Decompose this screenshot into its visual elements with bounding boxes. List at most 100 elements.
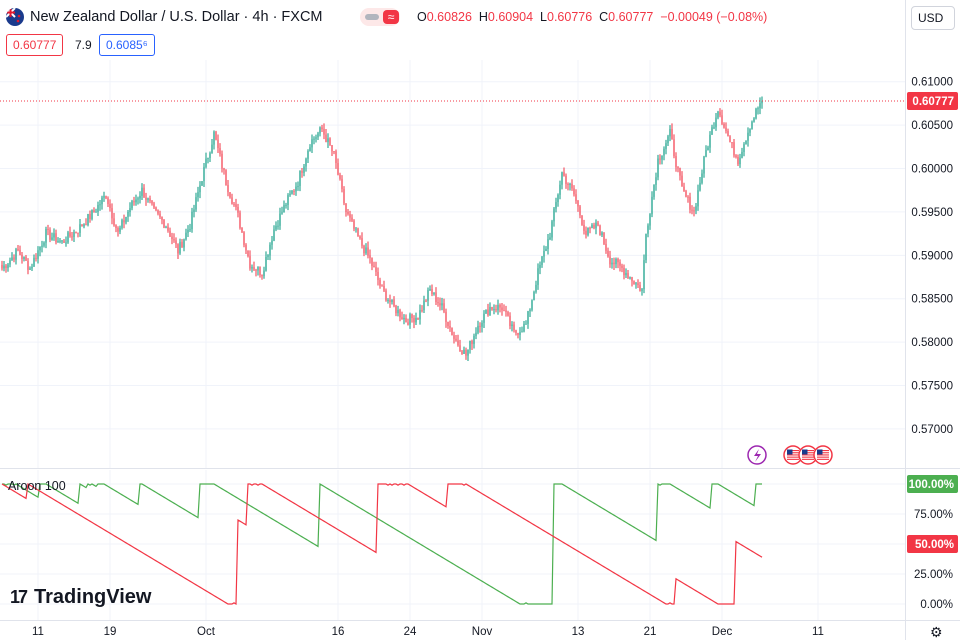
candle	[423, 295, 425, 313]
candle-body	[737, 157, 739, 165]
candle-body	[81, 224, 83, 227]
candle-body	[597, 222, 599, 226]
candle-body	[167, 226, 169, 231]
price-tick-label: 0.57000	[911, 424, 953, 436]
candle-body	[417, 317, 419, 320]
candle-body	[43, 242, 45, 246]
candle	[179, 238, 181, 255]
candle-body	[435, 292, 437, 303]
market-status-badge[interactable]: ≈	[360, 8, 400, 26]
currency-selector[interactable]: USD	[911, 6, 955, 30]
candle-body	[321, 127, 323, 130]
symbol-title[interactable]: New Zealand Dollar / U.S. Dollar · 4h · …	[30, 9, 323, 25]
candle-body	[707, 147, 709, 151]
candle	[513, 321, 515, 333]
candle	[413, 315, 415, 329]
candle-body	[391, 299, 393, 302]
event-icons[interactable]	[747, 445, 833, 465]
candle	[481, 320, 483, 333]
candle	[477, 320, 479, 335]
candle-body	[237, 207, 239, 213]
logo-text: TradingView	[34, 586, 152, 608]
gear-icon[interactable]: ⚙	[930, 624, 943, 640]
candle	[243, 231, 245, 248]
candle	[239, 210, 241, 230]
candle	[349, 210, 351, 222]
candle-body	[127, 211, 129, 217]
candle-body	[365, 247, 367, 254]
candle-body	[761, 101, 763, 104]
candle-body	[485, 309, 487, 314]
candle	[49, 227, 51, 243]
candle	[565, 173, 567, 189]
candle	[11, 252, 13, 261]
candle-body	[145, 197, 147, 200]
candle-body	[317, 133, 319, 138]
candle-body	[603, 232, 605, 244]
candle-body	[133, 201, 135, 203]
candle	[705, 145, 707, 158]
candle	[675, 152, 677, 172]
candle	[749, 128, 751, 137]
candle	[399, 308, 401, 322]
candle	[83, 223, 85, 229]
candle	[371, 257, 373, 271]
candle	[277, 220, 279, 230]
candle-body	[703, 156, 705, 174]
candle-body	[367, 247, 369, 256]
candle	[171, 232, 173, 245]
tradingview-logo[interactable]: 17 TradingView	[10, 586, 151, 609]
us-flag-event-icon	[813, 445, 833, 465]
candle	[87, 213, 89, 227]
candle	[281, 206, 283, 215]
candle-body	[159, 213, 161, 217]
candle	[589, 226, 591, 234]
candle	[681, 171, 683, 187]
sell-price-button[interactable]: 0.60777	[6, 34, 64, 56]
candle-body	[379, 279, 381, 286]
candle	[153, 201, 155, 209]
candle-body	[671, 128, 673, 140]
candle-body	[91, 210, 93, 219]
candle	[107, 196, 109, 208]
candle-body	[619, 262, 621, 266]
candle-body	[97, 205, 99, 212]
candle	[393, 296, 395, 308]
candle-body	[139, 195, 141, 199]
candle-body	[649, 214, 651, 226]
candle-body	[49, 229, 51, 240]
candle-body	[513, 324, 515, 331]
candle	[579, 204, 581, 219]
candle	[353, 219, 355, 232]
candle	[303, 163, 305, 177]
candle-body	[759, 103, 761, 109]
candle-body	[377, 271, 379, 280]
candle-body	[595, 222, 597, 229]
candle-body	[27, 260, 29, 270]
candle-body	[307, 151, 309, 159]
indicator-legend[interactable]: Aroon 100	[8, 479, 66, 493]
candle	[41, 240, 43, 253]
candle	[447, 321, 449, 329]
candle-body	[725, 127, 727, 131]
candle-body	[311, 139, 313, 148]
buy-price-button[interactable]: 0.6085⁶	[99, 34, 155, 56]
candle-body	[87, 213, 89, 225]
candles[interactable]	[0, 96, 905, 361]
candle-body	[569, 183, 571, 185]
candle-body	[403, 317, 405, 320]
candle	[515, 329, 517, 336]
candle-body	[625, 273, 627, 276]
candle	[143, 184, 145, 198]
candle-body	[437, 302, 439, 304]
candle	[97, 201, 99, 217]
candle-body	[755, 108, 757, 119]
candle	[429, 285, 431, 291]
candle	[665, 139, 667, 155]
candle-body	[487, 309, 489, 316]
candle-body	[123, 220, 125, 223]
axes: 0.61000 0.60500 0.60000 0.59500 0.59000 0.585…	[32, 77, 958, 638]
candle	[583, 219, 585, 235]
candle	[755, 107, 757, 120]
